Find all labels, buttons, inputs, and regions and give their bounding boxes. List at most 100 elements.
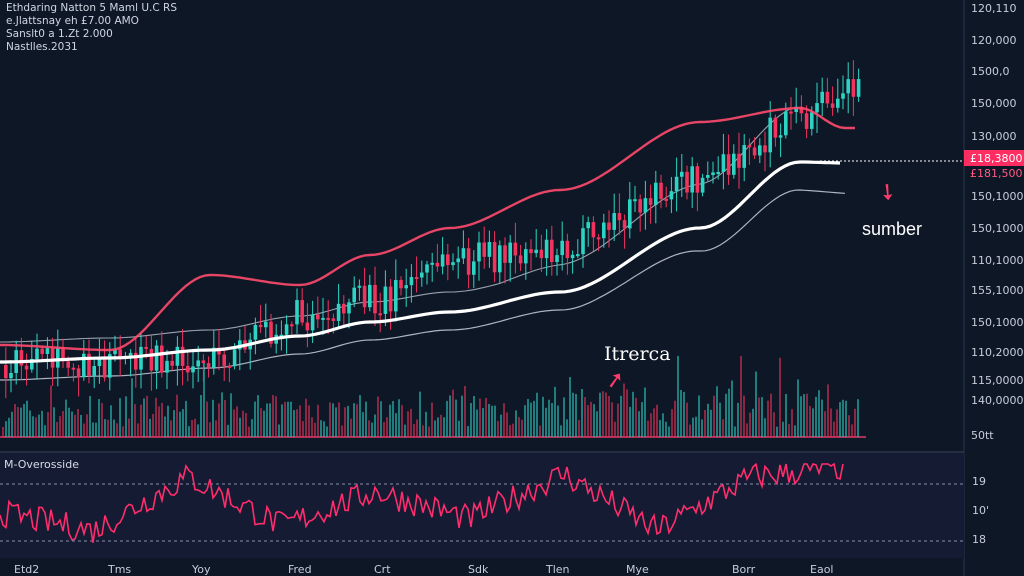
candle-body xyxy=(570,254,575,259)
volume-bar xyxy=(326,426,328,437)
volume-bar xyxy=(536,392,538,437)
volume-bar xyxy=(809,405,811,437)
volume-bar xyxy=(776,426,778,437)
volume-bar xyxy=(806,393,808,437)
volume-bar xyxy=(746,423,748,437)
price-tag-bg xyxy=(964,150,1024,166)
candle-body xyxy=(284,324,289,335)
price-tag-2: £181,500 xyxy=(970,167,1023,180)
volume-bar xyxy=(851,424,853,437)
volume-bar xyxy=(593,404,595,437)
candle-body xyxy=(596,237,601,240)
volume-bar xyxy=(602,391,604,437)
x-axis-label: Etd2 xyxy=(14,563,39,576)
volume-bar xyxy=(257,395,259,437)
volume-bar xyxy=(512,423,514,437)
volume-bar xyxy=(155,397,157,437)
volume-bar xyxy=(80,414,82,437)
volume-bar xyxy=(215,420,217,437)
volume-bar xyxy=(26,400,28,437)
volume-bar xyxy=(740,356,742,437)
volume-bar xyxy=(248,426,250,437)
candle-body xyxy=(128,352,133,357)
candle-body xyxy=(841,93,845,99)
volume-bar xyxy=(788,424,790,437)
candle-body xyxy=(706,175,710,178)
volume-bar xyxy=(821,399,823,437)
candle-body xyxy=(383,286,388,314)
volume-bar xyxy=(188,426,190,437)
volume-bar xyxy=(737,402,739,437)
volume-bar xyxy=(5,421,7,437)
candle-body xyxy=(680,171,684,177)
volume-bar xyxy=(575,393,577,437)
volume-bar xyxy=(65,399,67,437)
candle-body xyxy=(113,349,117,355)
volume-bar xyxy=(743,395,745,437)
candle-body xyxy=(524,249,528,264)
volume-bar xyxy=(677,355,679,437)
volume-bar xyxy=(557,405,559,437)
candle-body xyxy=(362,285,367,308)
volume-bar xyxy=(263,410,265,437)
candle-body xyxy=(258,324,263,328)
volume-bar xyxy=(269,403,271,437)
volume-bar xyxy=(698,395,700,437)
volume-bar xyxy=(539,425,541,437)
volume-bar xyxy=(434,420,436,437)
candle-body xyxy=(602,222,606,239)
volume-bar xyxy=(752,408,754,437)
candle-body xyxy=(154,345,159,371)
candle-body xyxy=(446,254,450,266)
candle-body xyxy=(435,262,440,267)
volume-bar xyxy=(668,426,670,437)
candle-body xyxy=(607,222,611,230)
volume-bar xyxy=(29,410,31,437)
candle-body xyxy=(212,347,216,368)
candle-body xyxy=(550,239,554,262)
volume-bar xyxy=(599,392,601,437)
candle-body xyxy=(529,249,533,254)
candle-body xyxy=(19,350,24,366)
volume-bar xyxy=(212,399,214,437)
candle-body xyxy=(846,79,850,94)
volume-bar xyxy=(101,403,103,437)
candle-body xyxy=(305,322,310,331)
candle-body xyxy=(716,171,720,174)
volume-bar xyxy=(245,413,247,437)
candle-body xyxy=(732,153,736,175)
volume-bar xyxy=(467,426,469,437)
candle-body xyxy=(394,279,398,312)
volume-bar xyxy=(728,388,730,437)
volume-bar xyxy=(500,414,502,437)
volume-bar xyxy=(689,424,691,437)
volume-bar xyxy=(404,424,406,437)
volume-bar xyxy=(479,398,481,437)
x-axis-label: Yoy xyxy=(191,563,211,576)
candle-body xyxy=(456,258,460,263)
candle-body xyxy=(56,347,60,368)
candle-body xyxy=(856,79,861,97)
x-axis-label: Borr xyxy=(732,563,756,576)
volume-bar xyxy=(785,393,787,437)
candle-body xyxy=(347,302,351,314)
volume-bar xyxy=(560,425,562,437)
candle-body xyxy=(35,348,39,360)
volume-bar xyxy=(182,409,184,437)
volume-bar xyxy=(794,425,796,437)
volume-bar xyxy=(56,422,58,437)
volume-bar xyxy=(281,404,283,437)
candle-body xyxy=(565,240,570,259)
volume-bar xyxy=(824,411,826,437)
rsi-title: M-Overosside xyxy=(4,458,79,471)
volume-bar xyxy=(233,409,235,437)
volume-bar xyxy=(371,422,373,437)
volume-bar xyxy=(731,380,733,437)
volume-bar xyxy=(308,405,310,437)
candle-body xyxy=(149,348,154,371)
volume-bar xyxy=(242,410,244,437)
volume-bar xyxy=(653,408,655,437)
candle-body xyxy=(4,365,8,379)
volume-bar xyxy=(320,420,322,437)
volume-bar xyxy=(389,404,391,437)
